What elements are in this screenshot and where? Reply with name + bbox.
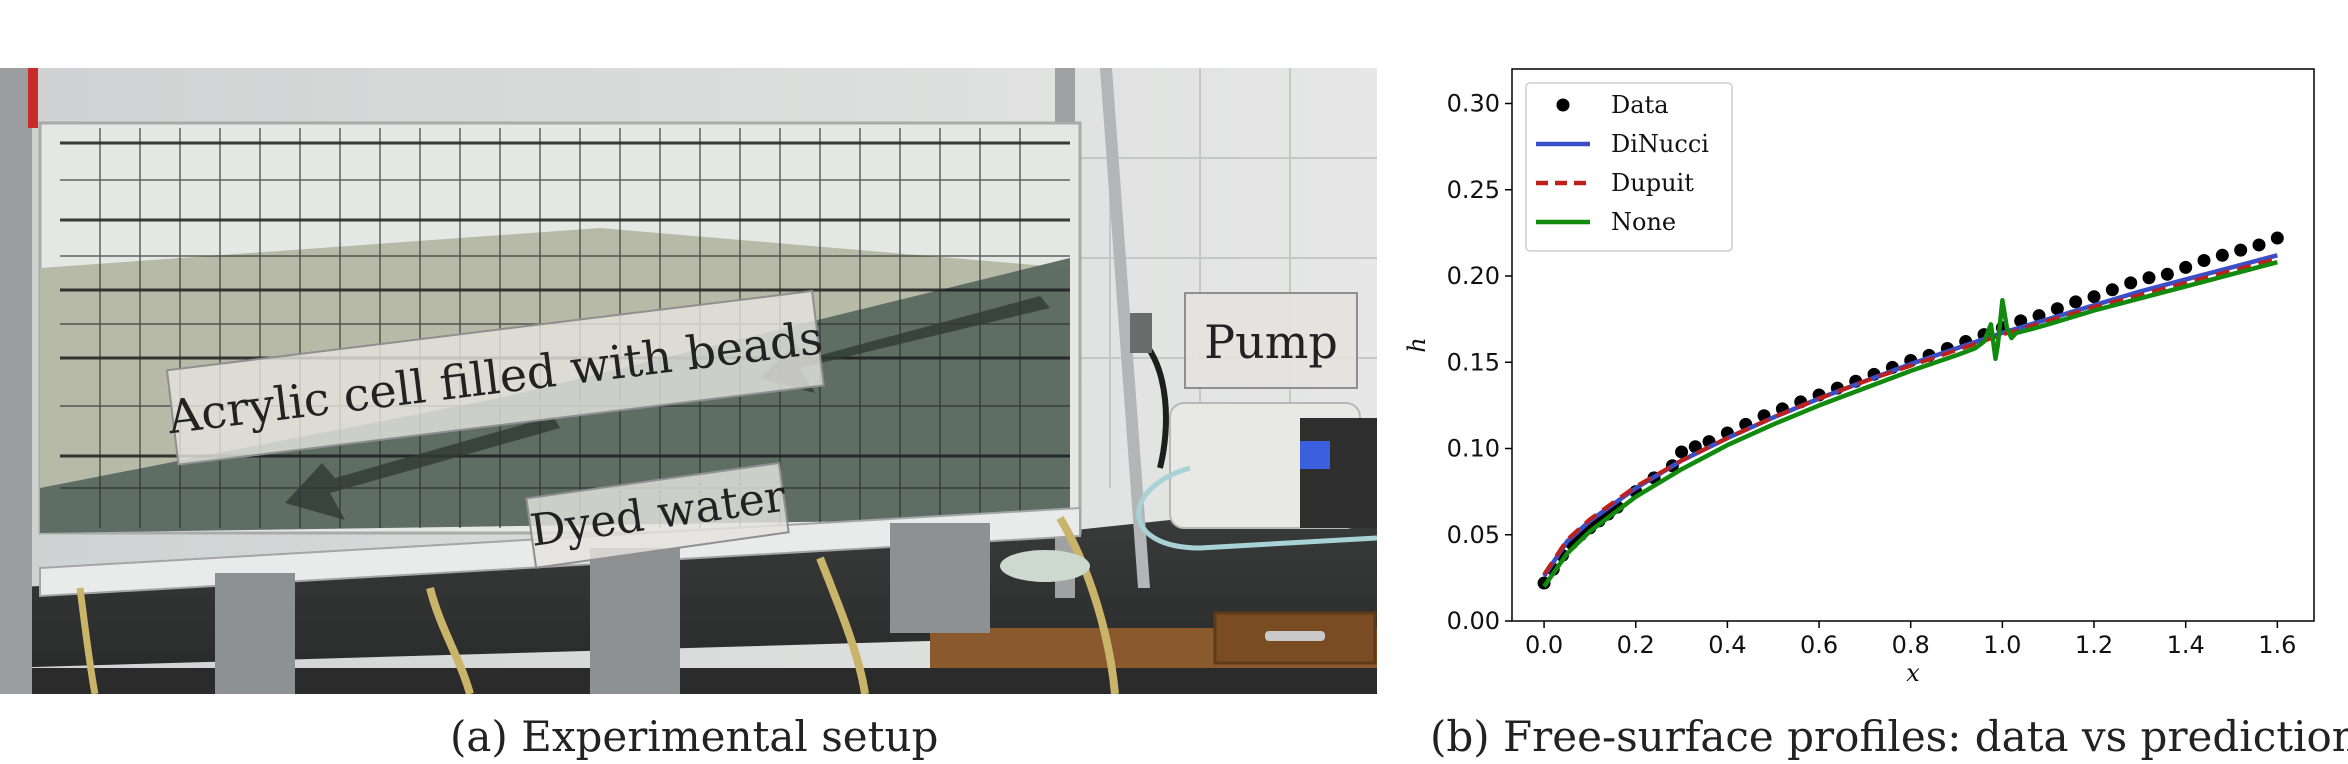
legend-label: None — [1611, 208, 1676, 236]
label-pump-text: Pump — [1204, 315, 1338, 369]
y-tick-label: 0.00 — [1447, 607, 1500, 635]
photo-illustration: Acrylic cell filled with beads Dyed wate… — [0, 68, 1377, 694]
data-point — [2252, 238, 2266, 252]
label-cell-box — [165, 289, 825, 466]
data-point — [2069, 295, 2083, 309]
series-line-dupuit — [1542, 256, 2278, 576]
label-water-box — [525, 461, 790, 569]
x-tick-label: 1.4 — [2167, 631, 2205, 659]
x-tick-label: 0.8 — [1892, 631, 1930, 659]
support-stand — [215, 573, 295, 694]
x-tick-label: 0.4 — [1708, 631, 1746, 659]
y-tick-label: 0.10 — [1447, 435, 1500, 463]
towel — [1000, 550, 1090, 582]
caption-a: (a) Experimental setup — [450, 712, 939, 761]
y-tick-label: 0.15 — [1447, 348, 1500, 376]
caption-b: (b) Free-surface profiles: data vs predi… — [1430, 712, 2348, 761]
legend-marker — [1556, 98, 1570, 112]
data-point — [2160, 267, 2174, 281]
pump-tubing — [1136, 465, 1377, 551]
drain-hose — [1056, 515, 1119, 694]
drain-hose — [816, 556, 869, 694]
frame-post-left — [0, 68, 32, 694]
data-point — [1675, 445, 1689, 459]
x-axis-label: x — [1906, 659, 1920, 687]
experimental-setup-photo: Acrylic cell filled with beads Dyed wate… — [0, 68, 1377, 694]
drain-hose — [76, 587, 99, 694]
y-axis-label: h — [1403, 337, 1431, 352]
plot-layer: 0.0 0.2 0.4 0.6 0.8 1.0 1.2 1.4 1.6 0.00 0.05 0.10 0… — [1403, 68, 2315, 687]
x-tick-label: 0.6 — [1800, 631, 1838, 659]
data-point — [2270, 231, 2284, 245]
red-clamp — [28, 68, 38, 128]
x-tick-label: 1.0 — [1983, 631, 2021, 659]
cell-grid-fine — [60, 128, 1070, 528]
y-tick-label: 0.25 — [1447, 176, 1500, 204]
data-point — [2215, 248, 2229, 262]
frame-strut — [1100, 68, 1150, 588]
label-pump-box — [1184, 292, 1358, 389]
legend-label: Dupuit — [1611, 169, 1694, 197]
legend-label: Data — [1611, 91, 1669, 119]
x-tick-label: 0.0 — [1525, 631, 1563, 659]
bench-top — [0, 498, 1377, 668]
data-point — [2179, 260, 2193, 274]
x-tick-label: 1.6 — [2258, 631, 2296, 659]
bench-edge — [0, 668, 1377, 694]
data-point — [2087, 290, 2101, 304]
drawer-handle — [1265, 631, 1325, 641]
series-line-none — [1542, 260, 2278, 588]
x-tick-label: 0.2 — [1617, 631, 1655, 659]
wall-outlet — [1130, 313, 1152, 353]
data-point — [2124, 276, 2138, 290]
data-point — [2105, 283, 2119, 297]
x-tick-label: 1.2 — [2075, 631, 2113, 659]
y-tick-label: 0.05 — [1447, 521, 1500, 549]
support-stand — [890, 523, 990, 633]
pump-display — [1300, 441, 1330, 469]
data-point — [2050, 302, 2064, 316]
data-point — [2234, 243, 2248, 257]
flow-arrow-left — [285, 416, 560, 520]
pump-head — [1300, 418, 1377, 528]
y-tick-label: 0.30 — [1447, 90, 1500, 118]
free-surface-chart: 0.0 0.2 0.4 0.6 0.8 1.0 1.2 1.4 1.6 0.00 0.05 0.10 0… — [1403, 68, 2315, 687]
legend-label: DiNucci — [1611, 130, 1709, 158]
drain-hose — [426, 587, 474, 694]
y-tick-label: 0.20 — [1447, 262, 1500, 290]
data-point — [2142, 271, 2156, 285]
legend: Data DiNucci Dupuit None — [1525, 82, 1733, 252]
legend-box — [1525, 82, 1733, 252]
flow-arrow-right — [760, 296, 1050, 393]
support-stand — [590, 548, 680, 694]
data-point — [2197, 253, 2211, 267]
